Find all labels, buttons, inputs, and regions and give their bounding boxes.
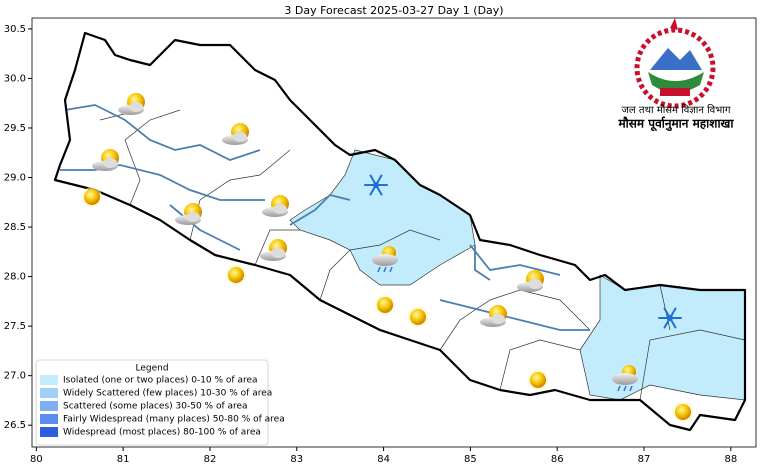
division-name: मौसम पूर्वानुमान महाशाखा	[618, 117, 735, 132]
legend-label: Fairly Widespread (many places) 50-80 % …	[63, 415, 285, 425]
y-tick-label: 27.0	[4, 371, 26, 382]
legend-label: Widespread (most places) 80-100 % of are…	[63, 428, 261, 438]
legend-swatch	[40, 427, 58, 437]
legend-label: Scattered (some places) 30-50 % of area	[63, 402, 248, 412]
x-tick-label: 84	[377, 454, 390, 465]
emblem	[634, 18, 716, 109]
x-tick-label: 86	[551, 454, 564, 465]
x-tick-label: 83	[290, 454, 303, 465]
legend-swatch	[40, 414, 58, 424]
x-tick-label: 85	[464, 454, 477, 465]
map-title: 3 Day Forecast 2025-03-27 Day 1 (Day)	[284, 4, 503, 17]
legend-title: Legend	[135, 364, 168, 374]
y-tick-label: 30.5	[4, 24, 26, 35]
y-tick-label: 29.5	[4, 123, 26, 134]
y-tick-label: 30.0	[4, 73, 26, 84]
y-tick-label: 28.5	[4, 222, 26, 233]
legend-label: Isolated (one or two places) 0-10 % of a…	[63, 376, 258, 386]
x-tick-label: 81	[117, 454, 130, 465]
y-tick-label: 26.5	[4, 420, 26, 431]
legend-swatch	[40, 375, 58, 385]
y-tick-label: 28.0	[4, 272, 26, 283]
y-tick-label: 29.0	[4, 173, 26, 184]
x-tick-label: 88	[724, 454, 737, 465]
legend-swatch	[40, 388, 58, 398]
x-tick-label: 82	[204, 454, 217, 465]
department-name: जल तथा मौसम विज्ञान विभाग	[621, 104, 730, 116]
y-tick-label: 27.5	[4, 321, 26, 332]
x-tick-label: 87	[638, 454, 651, 465]
nepal-map	[53, 31, 747, 432]
x-tick-label: 80	[30, 454, 43, 465]
legend: Legend Isolated (one or two places) 0-10…	[35, 359, 285, 446]
legend-swatch	[40, 401, 58, 411]
legend-label: Widely Scattered (few places) 10-30 % of…	[63, 389, 272, 399]
